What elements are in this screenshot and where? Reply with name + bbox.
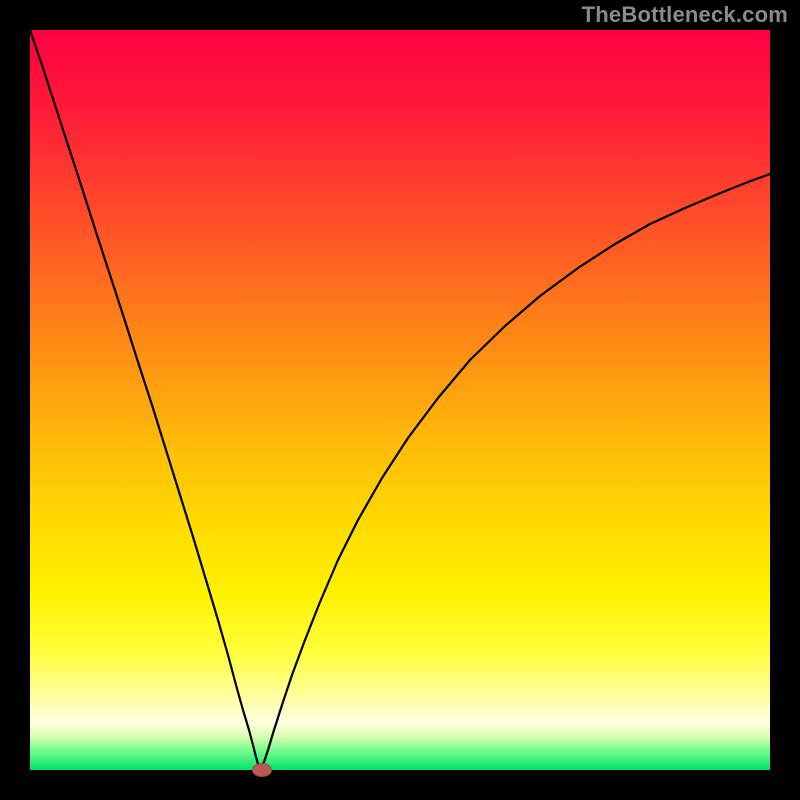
watermark-text: TheBottleneck.com [582,2,788,28]
minimum-marker [252,763,272,777]
panel-background [30,30,770,770]
chart-canvas: TheBottleneck.com [0,0,800,800]
chart-svg [0,0,800,800]
